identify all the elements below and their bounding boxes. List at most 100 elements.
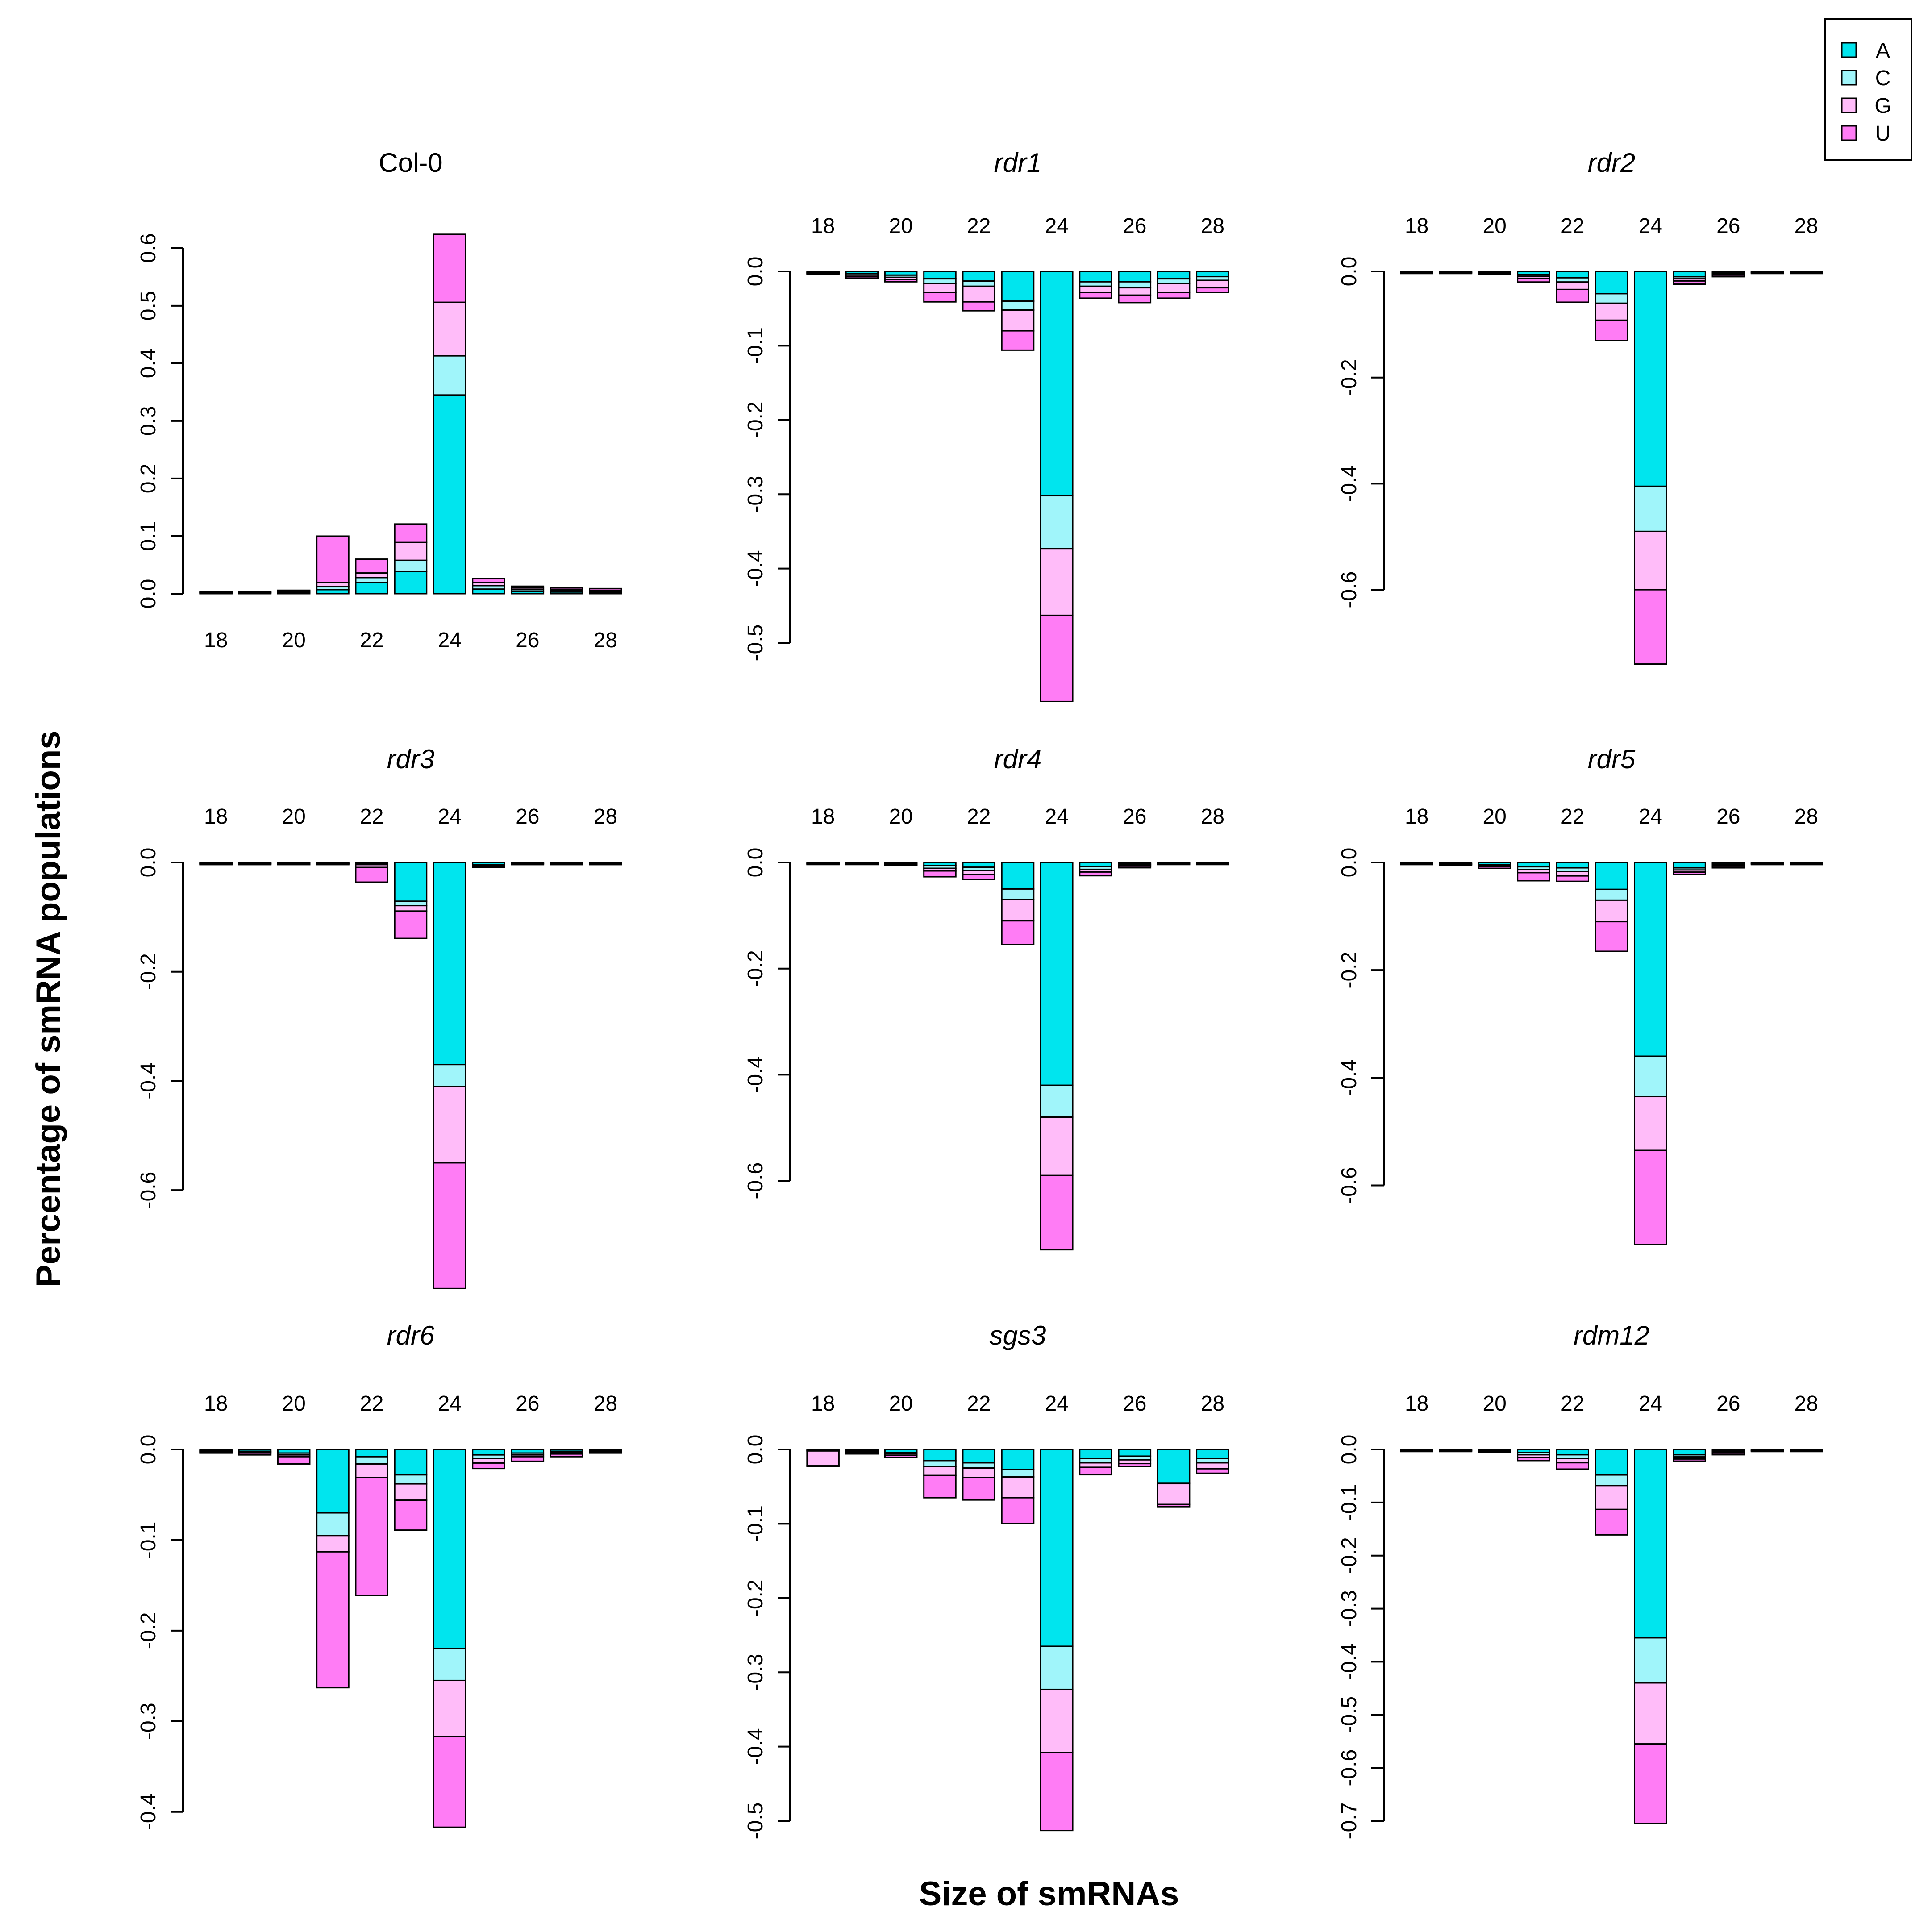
bar-size-24-U: [433, 233, 466, 303]
y-tick-label: -0.4: [137, 1793, 160, 1830]
bar-size-18-U: [199, 1451, 233, 1454]
y-tick-label: -0.6: [137, 1172, 160, 1209]
bar-size-22-A: [962, 1449, 996, 1464]
panel-title: rdm12: [1574, 1320, 1649, 1350]
bar-size-24-G: [1040, 1688, 1074, 1753]
bar-size-23-A: [1001, 862, 1035, 890]
bar-size-19-U: [1439, 864, 1473, 866]
bar-size-22-U: [355, 1477, 389, 1596]
bar-size-23-C: [1001, 300, 1035, 311]
bar-size-19-U: [238, 863, 272, 866]
y-tick-label: 0.0: [744, 257, 767, 287]
bar-size-24-A: [1633, 862, 1667, 1057]
bar-size-25-G: [472, 1458, 505, 1464]
y-tick-label: -0.6: [1337, 1749, 1361, 1787]
bar-size-25-A: [1673, 271, 1706, 278]
y-tick-label: 0.3: [137, 406, 160, 436]
panel-title: sgs3: [990, 1320, 1046, 1350]
bar-size-27-A: [1157, 271, 1191, 280]
x-tick-label: 18: [1405, 214, 1428, 238]
x-tick-label: 24: [1639, 805, 1662, 829]
bar-size-19-U: [1439, 1450, 1473, 1453]
bar-size-22-G: [962, 1467, 996, 1478]
bar-size-23-U: [394, 523, 428, 543]
x-tick-label: 20: [889, 805, 912, 829]
bar-size-27-U: [1750, 272, 1784, 275]
bar-size-26-U: [511, 585, 545, 589]
bar-size-22-A: [355, 582, 389, 595]
bar-size-26-A: [1118, 271, 1152, 283]
x-tick-label: 24: [1639, 214, 1662, 238]
bar-size-25-U: [1079, 871, 1112, 877]
bar-size-23-A: [1001, 1449, 1035, 1470]
bar-size-23-G: [1001, 899, 1035, 922]
bar-size-22-C: [355, 1456, 389, 1465]
bar-size-24-G: [1633, 1682, 1667, 1745]
x-tick-label: 20: [1482, 805, 1506, 829]
bar-size-27-U: [550, 863, 583, 866]
panel-rdr1: rdr1 0.0 -0.1 -0.2 -0.3 -0.4 -0.5 18 20 22 24 26 28: [744, 148, 1229, 702]
y-tick-label: -0.7: [1337, 1803, 1361, 1840]
panel-rdr2: rdr2 0.0 -0.2 -0.4 -0.6 18 20 22 24 26 28: [1337, 148, 1823, 665]
bar-size-25-A: [1079, 271, 1112, 283]
x-tick-label: 18: [1405, 805, 1428, 829]
bar-size-21-C: [923, 1460, 957, 1467]
x-tick-label: 22: [360, 629, 383, 652]
bar-size-18-U: [1400, 272, 1433, 275]
bar-size-28-U: [1790, 863, 1823, 866]
bar-size-21-U: [1517, 277, 1550, 283]
bar-size-19-U: [845, 276, 879, 279]
legend-swatch-A: [1841, 42, 1857, 58]
bar-size-25-U: [1673, 1458, 1706, 1462]
bar-size-21-C: [316, 1512, 350, 1537]
bar-size-27-A: [1157, 1449, 1191, 1484]
x-tick-label: 24: [438, 805, 462, 829]
y-tick-label: 0.2: [137, 464, 160, 494]
y-tick-label: -0.4: [137, 1062, 160, 1099]
bar-size-21-U: [1517, 872, 1550, 882]
x-tick-label: 20: [1482, 1392, 1506, 1416]
y-tick-label: -0.2: [1337, 952, 1361, 989]
bar-size-18-G: [806, 1450, 840, 1467]
legend-label-U: U: [1875, 122, 1891, 146]
bar-size-25-U: [1079, 292, 1112, 299]
x-tick-label: 22: [967, 214, 991, 238]
bar-size-24-A: [1040, 1449, 1074, 1647]
y-tick-label: 0.0: [744, 848, 767, 878]
bar-size-23-G: [1595, 1485, 1628, 1510]
panel-rdr3: rdr3 0.0 -0.2 -0.4 -0.6 18 20 22 24 26 28: [137, 744, 622, 1289]
panel-rdr6: rdr6 0.0 -0.1 -0.2 -0.3 -0.4 18 20 22 24 26 28: [137, 1320, 622, 1830]
x-tick-label: 26: [516, 1392, 539, 1416]
bar-size-27-U: [550, 587, 583, 591]
bar-size-23-C: [1595, 888, 1628, 901]
bar-size-28-G: [1196, 1462, 1229, 1470]
y-axis-title: Percentage of smRNA populations: [29, 730, 67, 1287]
x-tick-label: 28: [594, 1392, 617, 1416]
bar-size-22-G: [962, 285, 996, 303]
x-tick-label: 28: [594, 629, 617, 652]
bar-size-23-A: [394, 862, 428, 902]
y-tick-label: 0.0: [137, 1435, 160, 1465]
legend-box: [1824, 18, 1912, 161]
bar-size-27-G: [1157, 1483, 1191, 1505]
bar-size-19-U: [238, 591, 272, 593]
x-tick-label: 20: [282, 1392, 305, 1416]
bar-size-19-U: [845, 1452, 879, 1455]
x-tick-label: 22: [1561, 214, 1584, 238]
bar-size-20-U: [1478, 866, 1511, 869]
bar-size-21-U: [316, 535, 350, 583]
bar-size-25-U: [472, 1462, 505, 1470]
x-tick-label: 26: [1123, 214, 1146, 238]
bar-size-21-U: [923, 870, 957, 878]
y-tick-label: -0.2: [744, 1579, 767, 1616]
bar-size-24-U: [1040, 1174, 1074, 1251]
y-tick-label: -0.2: [744, 401, 767, 438]
bar-size-24-C: [1040, 1645, 1074, 1690]
bar-size-24-C: [1040, 495, 1074, 550]
bar-size-26-C: [1118, 281, 1152, 289]
bar-size-24-C: [1633, 485, 1667, 532]
bar-size-22-C: [962, 1462, 996, 1469]
bar-size-23-A: [1595, 1449, 1628, 1476]
bar-size-18-U: [1400, 863, 1433, 866]
bar-size-23-C: [1595, 1474, 1628, 1487]
